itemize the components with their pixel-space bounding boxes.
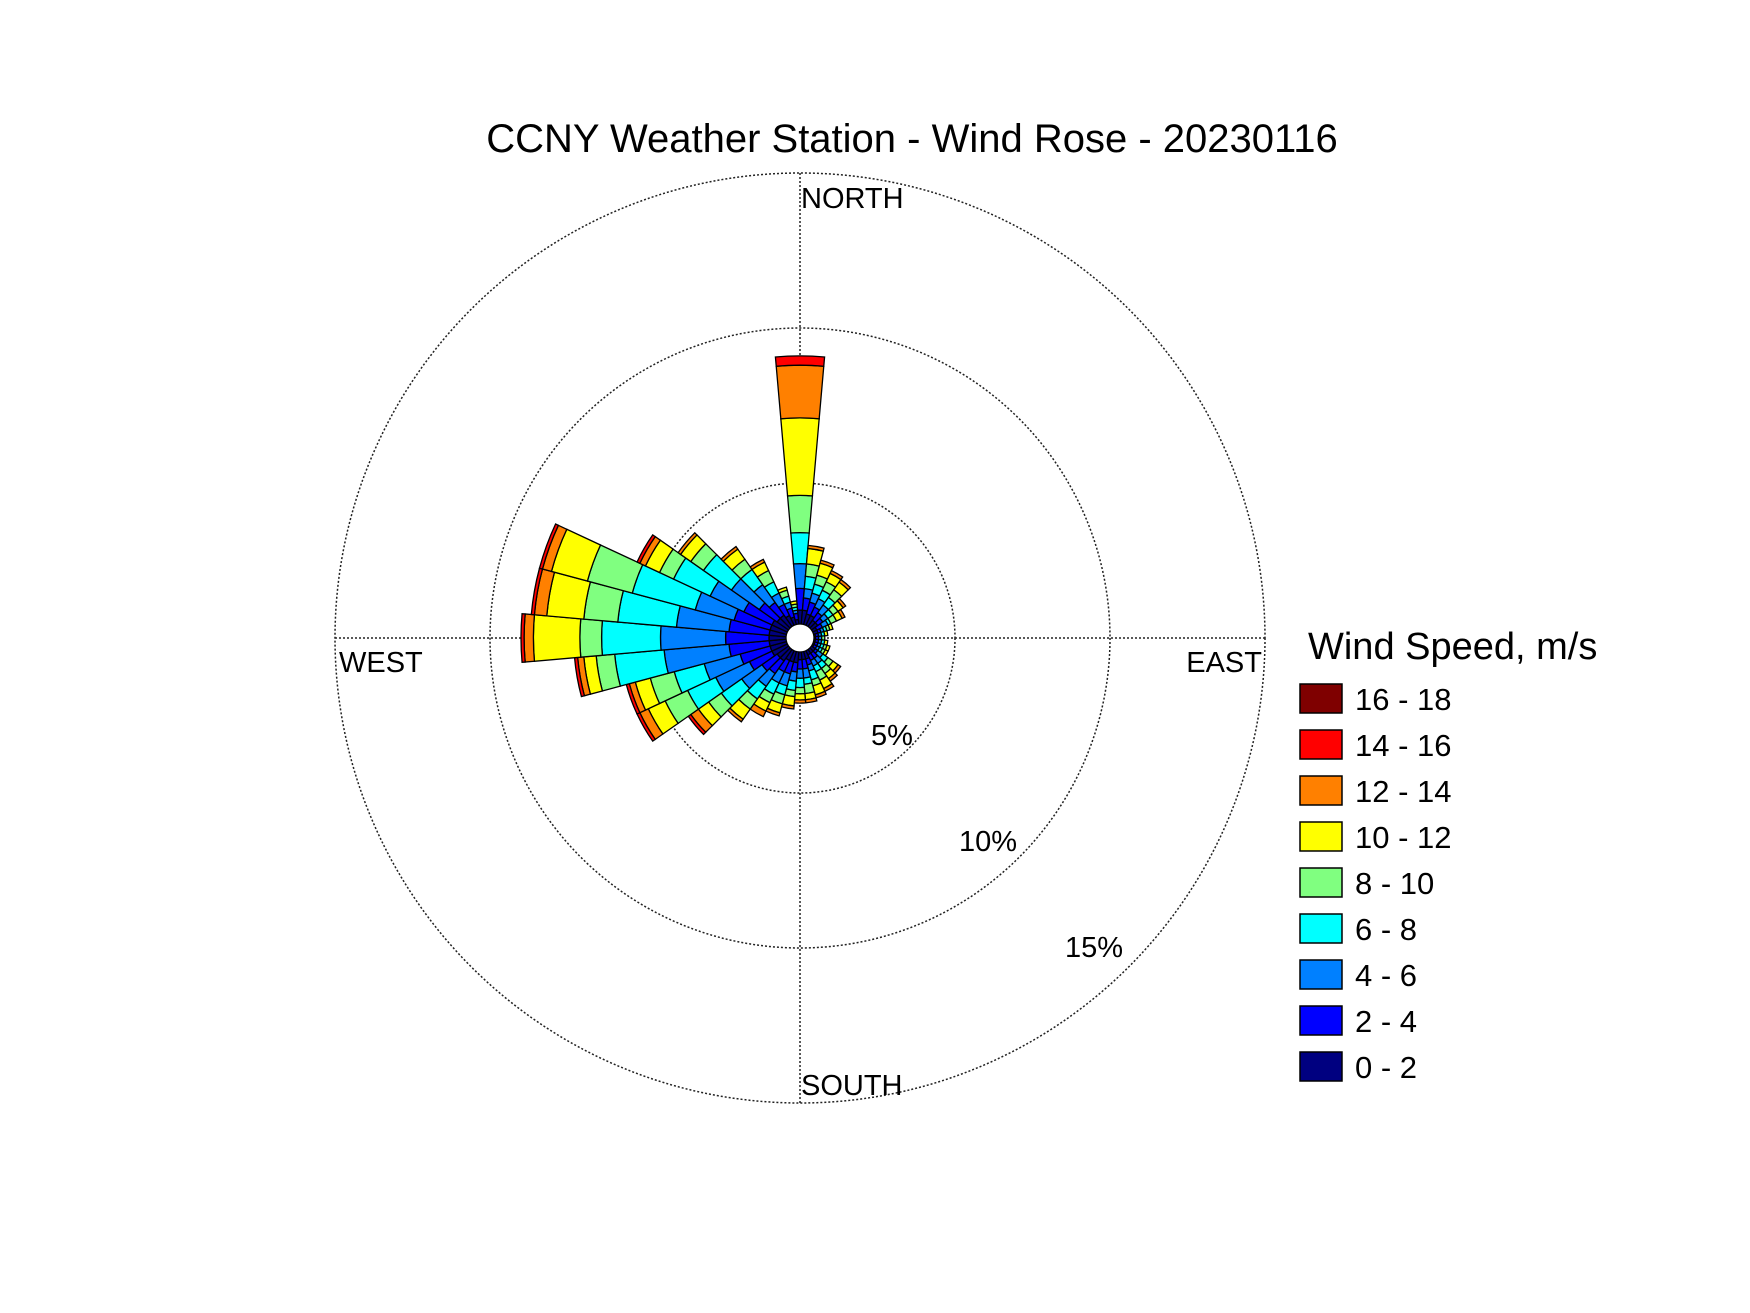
- legend-swatch-0: [1299, 683, 1343, 714]
- sector-330-bin-6: [749, 558, 766, 571]
- legend: 16 - 18 14 - 16 12 - 14 10 - 12 8 - 10 6 - 8 4…: [1299, 682, 1452, 1085]
- legend-label-2: 12 - 14: [1355, 774, 1452, 809]
- sector-310-bin-6: [677, 531, 698, 556]
- legend-swatch-2: [1299, 775, 1343, 806]
- sector-40-bin-6: [838, 578, 852, 591]
- sector-0-bin-5: [780, 417, 820, 497]
- south-label: SOUTH: [801, 1070, 903, 1102]
- sector-270-bin-6: [523, 613, 536, 663]
- legend-swatch-8: [1299, 1051, 1343, 1082]
- radial-tick-label-10: 10%: [959, 826, 1017, 858]
- sector-320-bin-6: [720, 545, 739, 563]
- sector-180-bin-5: [793, 692, 807, 701]
- north-label: NORTH: [801, 183, 904, 215]
- sector-0-bin-6: [775, 364, 825, 420]
- legend-swatch-3: [1299, 821, 1343, 852]
- sector-290-bin-7: [538, 523, 560, 570]
- sector-180-bin-4: [794, 686, 806, 695]
- legend-label-8: 0 - 2: [1355, 1050, 1417, 1085]
- sector-0-bin-7: [774, 355, 826, 367]
- sector-270-bin-4: [579, 618, 604, 658]
- sector-30-bin-6: [829, 569, 844, 581]
- sector-340-bin-5: [776, 586, 788, 594]
- legend-swatch-7: [1299, 1005, 1343, 1036]
- sector-270-bin-5: [532, 614, 582, 662]
- legend-swatch-6: [1299, 959, 1343, 990]
- radial-tick-label-15: 15%: [1065, 932, 1123, 964]
- sector-270-bin-3: [600, 620, 662, 656]
- sector-50-bin-6: [836, 597, 847, 609]
- legend-label-3: 10 - 12: [1355, 820, 1452, 855]
- legend-label-0: 16 - 18: [1355, 682, 1452, 717]
- sector-350-bin-5: [789, 600, 798, 606]
- legend-swatch-1: [1299, 729, 1343, 760]
- legend-label-5: 6 - 8: [1355, 912, 1417, 947]
- sector-10-bin-6: [807, 544, 825, 552]
- legend-title: Wind Speed, m/s: [1308, 626, 1597, 668]
- sector-20-bin-6: [819, 559, 835, 569]
- chart-title: CCNY Weather Station - Wind Rose - 20230…: [486, 117, 1338, 161]
- grid-ring-10: [489, 327, 1111, 949]
- sector-0-bin-4: [786, 494, 814, 534]
- legend-swatch-5: [1299, 913, 1343, 944]
- sector-270-bin-7: [520, 612, 526, 664]
- legend-label-1: 14 - 16: [1355, 728, 1452, 763]
- sector-300-bin-7: [636, 533, 657, 565]
- radial-tick-label-5: 5%: [871, 720, 913, 752]
- legend-label-7: 2 - 4: [1355, 1004, 1417, 1039]
- sector-60-bin-6: [837, 608, 846, 620]
- sector-70-bin-5: [827, 622, 834, 631]
- east-label: EAST: [1186, 647, 1262, 679]
- center-hole: [785, 623, 815, 653]
- sector-180-bin-6: [793, 699, 807, 704]
- legend-swatch-4: [1299, 867, 1343, 898]
- west-label: WEST: [339, 647, 423, 679]
- wind-rose-sectors: [520, 355, 852, 743]
- sector-80-bin-5: [823, 629, 829, 637]
- legend-label-4: 8 - 10: [1355, 866, 1434, 901]
- legend-label-6: 4 - 6: [1355, 958, 1417, 993]
